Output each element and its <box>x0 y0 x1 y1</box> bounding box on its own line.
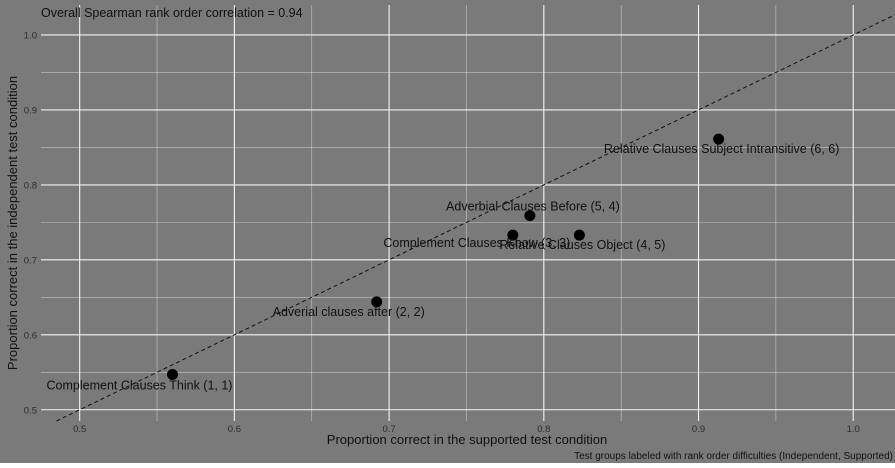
identity-reference-line <box>56 14 895 422</box>
y-tick-labels: 0.5 0.6 0.7 0.8 0.9 1.0 <box>24 30 37 416</box>
point-label: Adverial clauses after (2, 2) <box>273 305 425 319</box>
y-tick-label: 0.8 <box>24 180 37 191</box>
data-points <box>167 133 725 381</box>
x-tick-label: 0.5 <box>73 424 86 435</box>
y-tick-label: 0.7 <box>24 255 37 266</box>
point-label: Complement Clauses Think (1, 1) <box>47 379 233 393</box>
x-tick-label: 0.7 <box>382 424 395 435</box>
data-point <box>167 369 179 381</box>
chart-caption: Test groups labeled with rank order diff… <box>574 451 893 462</box>
x-tick-label: 1.0 <box>847 424 860 435</box>
y-tick-label: 0.6 <box>24 330 37 341</box>
point-label: Adverbial Clauses Before (5, 4) <box>446 200 620 214</box>
x-tick-labels: 0.5 0.6 0.7 0.8 0.9 1.0 <box>73 424 860 435</box>
reference-line-group <box>56 14 895 422</box>
y-tick-label: 1.0 <box>24 30 37 41</box>
data-point <box>573 229 585 241</box>
point-label: Complement Clauses Know (3, 3) <box>383 236 570 250</box>
x-tick-label: 0.8 <box>537 424 550 435</box>
y-axis-label: Proportion correct in the independent te… <box>5 76 20 370</box>
point-label: Relative Clauses Object (4, 5) <box>499 238 665 252</box>
data-point <box>507 229 519 241</box>
x-tick-label: 0.6 <box>228 424 241 435</box>
x-axis-label: Proportion correct in the supported test… <box>327 432 607 447</box>
x-tick-label: 0.9 <box>692 424 705 435</box>
plot-panel <box>41 5 895 421</box>
data-point <box>713 133 725 145</box>
data-point <box>371 296 383 308</box>
chart-title: Overall Spearman rank order correlation … <box>41 6 303 20</box>
grid-lines <box>41 5 895 421</box>
y-tick-label: 0.5 <box>24 405 37 416</box>
data-point <box>524 210 536 222</box>
data-labels: Complement Clauses Think (1, 1) Adverial … <box>47 142 840 392</box>
y-tick-label: 0.9 <box>24 105 37 116</box>
point-label: Relative Clauses Subject Intransitive (6… <box>604 142 840 156</box>
